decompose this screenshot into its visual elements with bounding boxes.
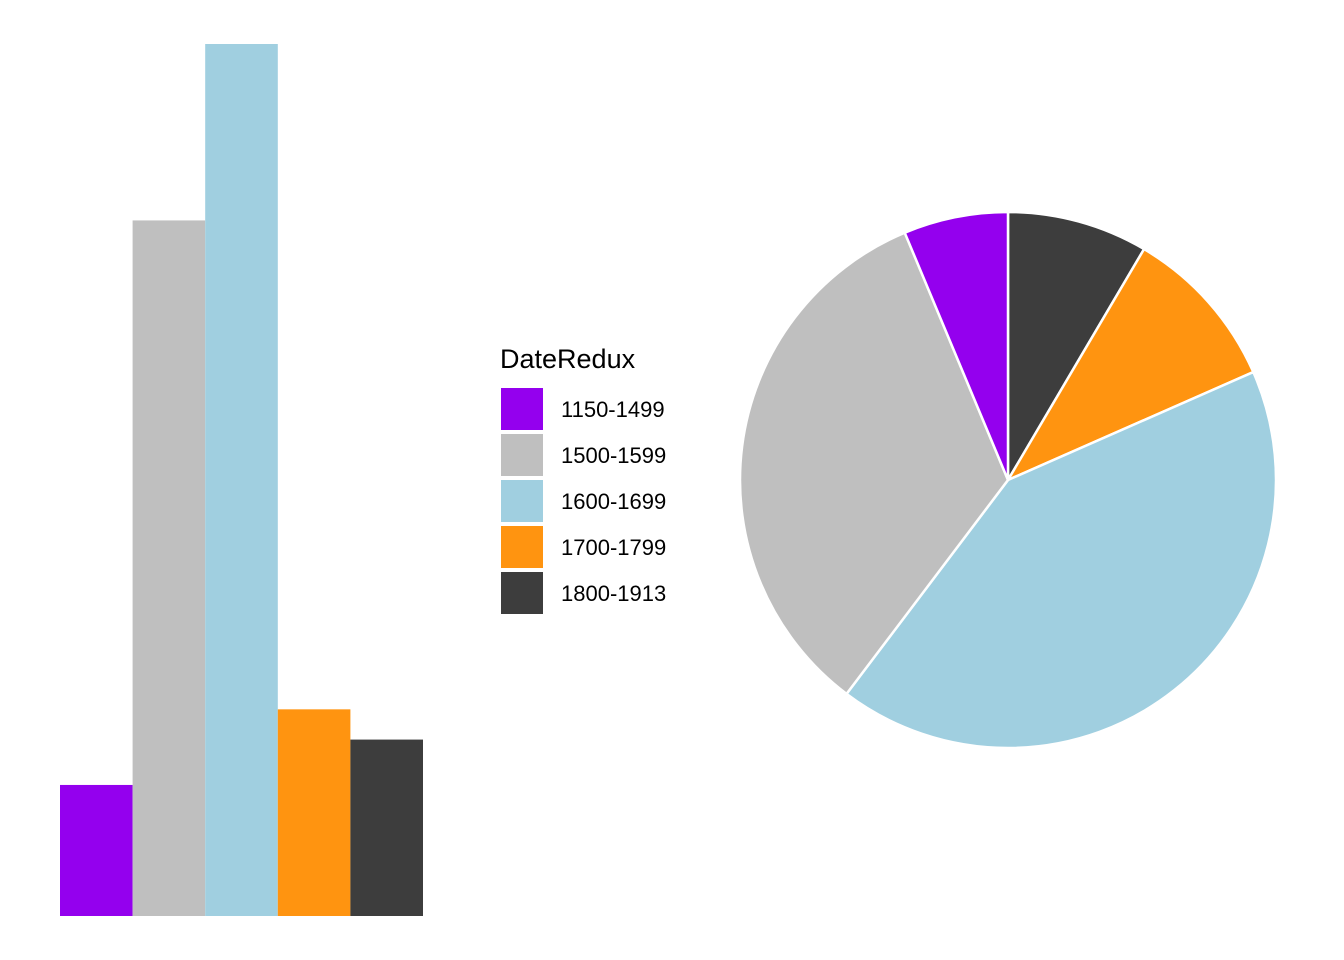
legend-key-1150-1499 <box>501 388 543 430</box>
legend-key-1600-1699 <box>501 480 543 522</box>
bar-1600-1699 <box>205 44 278 916</box>
legend-title: DateRedux <box>500 344 636 374</box>
pie-slice-1600-1699 <box>845 370 1278 750</box>
legend-key-1500-1599 <box>501 434 543 476</box>
bar-1150-1499 <box>60 784 133 916</box>
legend-label-1700-1799: 1700-1799 <box>561 535 666 560</box>
legend-label-1800-1913: 1800-1913 <box>561 581 666 606</box>
bar-1800-1913 <box>350 739 423 916</box>
bar-1500-1599 <box>132 220 206 917</box>
bar-chart <box>60 44 423 917</box>
legend-label-1500-1599: 1500-1599 <box>561 443 666 468</box>
legend-label-1600-1699: 1600-1699 <box>561 489 666 514</box>
legend-label-1150-1499: 1150-1499 <box>561 397 665 422</box>
pie-slice-1800-1913 <box>1006 210 1146 482</box>
legend-key-1700-1799 <box>501 526 543 568</box>
legend: DateRedux 1150-1499 1500-1599 1600-1699 170… <box>500 344 666 614</box>
pie-slice-1150-1499 <box>903 210 1010 482</box>
legend-key-1800-1913 <box>501 572 543 614</box>
pie-chart <box>738 210 1278 750</box>
bar-1700-1799 <box>277 709 351 916</box>
pie-slice-1500-1599 <box>738 231 1010 696</box>
pie-slice-1700-1799 <box>1006 247 1255 482</box>
